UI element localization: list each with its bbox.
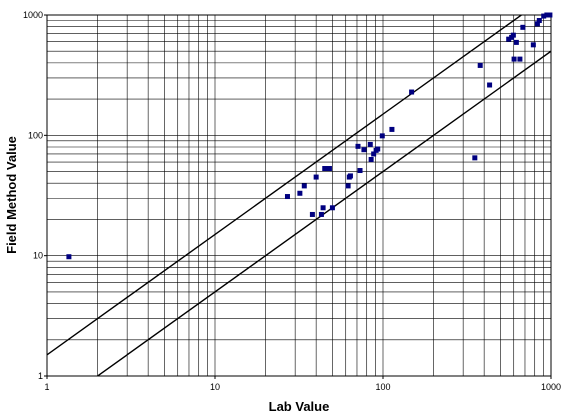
gridlines: [47, 15, 551, 376]
data-point: [345, 183, 351, 189]
x-axis-ticks: 1 10 100 1000: [44, 376, 561, 392]
data-point: [477, 62, 483, 68]
data-point: [313, 174, 319, 180]
reference-line: [96, 50, 551, 376]
x-tick-label: 100: [375, 382, 390, 392]
data-point: [472, 155, 478, 161]
data-point: [389, 126, 395, 132]
data-point: [367, 141, 373, 147]
data-point: [510, 32, 516, 38]
x-tick-label: 10: [210, 382, 220, 392]
data-point: [520, 24, 526, 30]
data-point: [409, 89, 415, 95]
y-axis-ticks: 1 10 100 1000: [23, 10, 47, 381]
plot-area-frame: [46, 14, 552, 377]
data-point: [297, 190, 303, 196]
data-point: [368, 156, 374, 162]
data-point: [320, 205, 326, 211]
data-point: [541, 13, 547, 19]
data-point: [534, 21, 540, 27]
data-point: [347, 173, 353, 179]
x-tick-label: 1000: [541, 382, 561, 392]
y-tick-label: 100: [28, 130, 43, 140]
data-point: [318, 211, 324, 217]
data-point: [544, 12, 550, 18]
data-point: [284, 194, 290, 200]
y-tick-label: 10: [33, 251, 43, 261]
data-point: [547, 12, 553, 18]
y-tick-label: 1000: [23, 10, 43, 20]
data-point: [301, 183, 307, 189]
data-point: [326, 166, 332, 172]
data-point: [361, 147, 367, 153]
data-point: [536, 18, 542, 24]
data-point: [309, 211, 315, 217]
data-point: [329, 205, 335, 211]
reference-line: [47, 15, 523, 356]
reference-lines: [47, 15, 551, 376]
data-point: [355, 143, 361, 149]
data-point: [506, 36, 512, 42]
x-axis-title: Lab Value: [269, 399, 330, 414]
data-point: [371, 151, 377, 157]
data-point: [375, 146, 381, 152]
data-point: [517, 56, 523, 62]
data-point: [530, 42, 536, 48]
y-axis-title: Field Method Value: [4, 136, 19, 254]
data-point: [487, 82, 493, 88]
data-points: [66, 12, 553, 260]
data-point: [379, 133, 385, 139]
data-point: [511, 56, 517, 62]
data-point: [513, 39, 519, 45]
y-tick-label: 1: [38, 371, 43, 381]
data-point: [322, 166, 328, 172]
data-point: [66, 254, 72, 260]
x-tick-label: 1: [44, 382, 49, 392]
data-point: [357, 168, 363, 174]
